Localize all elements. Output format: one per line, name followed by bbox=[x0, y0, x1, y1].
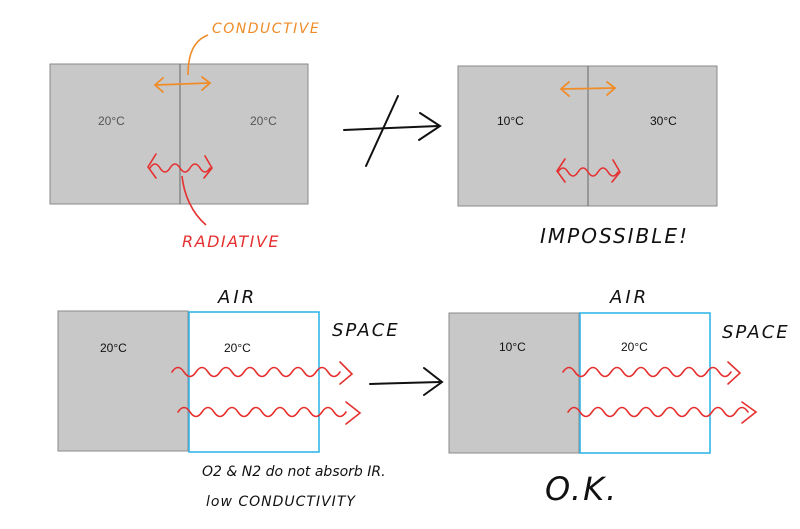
bottom-right-air-temp: 20°C bbox=[621, 340, 648, 354]
bottom-left-note-line2: low CONDUCTIVITY bbox=[206, 494, 356, 510]
top-left-panel: 20°C 20°C CONDUCTIVE RADIATIVE bbox=[49, 21, 320, 251]
bottom-right-air-label: AIR bbox=[609, 287, 649, 308]
conductive-pointer bbox=[187, 34, 209, 76]
conductive-label: CONDUCTIVE bbox=[212, 21, 320, 37]
bottom-left-space-label: SPACE bbox=[332, 320, 400, 341]
radiative-pointer bbox=[181, 175, 207, 226]
bottom-left-block-temp: 20°C bbox=[100, 341, 127, 355]
top-right-right-temp: 30°C bbox=[650, 114, 677, 128]
bottom-right-panel: 10°C 20°C AIR SPACE O.K. bbox=[448, 287, 790, 508]
bottom-right-block bbox=[448, 312, 580, 454]
bottom-left-air-temp: 20°C bbox=[224, 341, 251, 355]
top-right-left-temp: 10°C bbox=[497, 114, 524, 128]
bottom-left-block bbox=[57, 310, 189, 452]
bottom-right-air-box bbox=[579, 312, 711, 454]
top-left-block-pair bbox=[49, 63, 309, 205]
bottom-left-air-box bbox=[188, 311, 320, 453]
bottom-left-ir-wave-icon-2 bbox=[177, 401, 362, 425]
bottom-right-ir-wave-icon-2 bbox=[567, 401, 758, 424]
bottom-right-ir-wave-icon-1 bbox=[562, 361, 742, 385]
top-right-radiative-arrow-icon bbox=[556, 158, 621, 183]
top-left-left-temp: 20°C bbox=[98, 114, 125, 128]
bottom-right-space-label: SPACE bbox=[722, 322, 790, 343]
transition-arrow-icon bbox=[369, 367, 444, 396]
crossed-arrow-icon bbox=[343, 95, 442, 167]
bottom-left-air-label: AIR bbox=[217, 287, 257, 308]
impossible-label: IMPOSSIBLE! bbox=[540, 224, 689, 248]
radiative-arrow-icon bbox=[147, 153, 213, 179]
bottom-left-panel: 20°C 20°C AIR SPACE O2 & N2 do not absor… bbox=[57, 287, 400, 510]
conductive-arrow-icon bbox=[153, 76, 212, 93]
bottom-left-note-line1: O2 & N2 do not absorb IR. bbox=[202, 464, 386, 480]
bottom-left-ir-wave-icon-1 bbox=[171, 361, 354, 385]
bottom-right-block-temp: 10°C bbox=[499, 340, 526, 354]
top-right-conductive-arrow-icon bbox=[559, 81, 617, 97]
ok-label: O.K. bbox=[545, 470, 618, 508]
top-right-panel: 10°C 30°C IMPOSSIBLE! bbox=[457, 65, 718, 248]
radiative-label: RADIATIVE bbox=[182, 232, 280, 251]
top-left-right-temp: 20°C bbox=[250, 114, 277, 128]
